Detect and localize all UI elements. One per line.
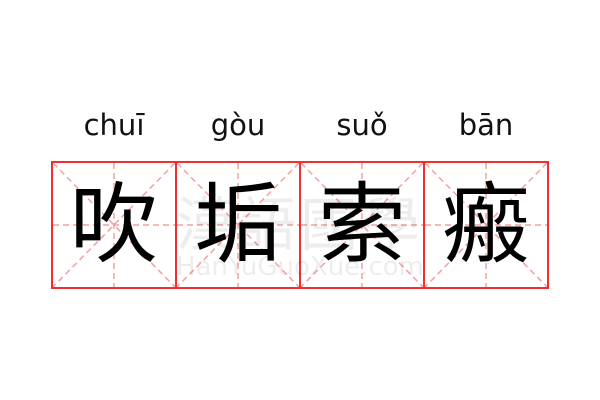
character-box-3: 索 bbox=[299, 161, 425, 289]
guide-lines bbox=[177, 163, 299, 287]
pinyin-1: chuī bbox=[83, 108, 145, 142]
guide-line bbox=[301, 163, 423, 287]
guide-line bbox=[53, 163, 175, 287]
character-1: 吹 bbox=[69, 173, 158, 276]
guide-line bbox=[177, 163, 299, 287]
character-4: 瘢 bbox=[441, 173, 530, 276]
character-2: 垢 bbox=[193, 173, 282, 276]
guide-lines bbox=[425, 163, 547, 287]
guide-line bbox=[53, 163, 175, 287]
guide-lines bbox=[53, 163, 175, 287]
pinyin-2: gòu bbox=[210, 108, 266, 142]
character-grid: 吹 垢 索 瘢 bbox=[51, 161, 550, 289]
guide-line bbox=[425, 163, 547, 287]
pinyin-4: bān bbox=[458, 108, 514, 142]
character-box-4: 瘢 bbox=[423, 161, 549, 289]
guide-line bbox=[177, 163, 299, 287]
guide-lines bbox=[301, 163, 423, 287]
pinyin-3: suǒ bbox=[336, 108, 388, 142]
character-box-2: 垢 bbox=[175, 161, 301, 289]
character-box-1: 吹 bbox=[51, 161, 177, 289]
guide-line bbox=[301, 163, 423, 287]
character-3: 索 bbox=[317, 173, 406, 276]
guide-line bbox=[425, 163, 547, 287]
